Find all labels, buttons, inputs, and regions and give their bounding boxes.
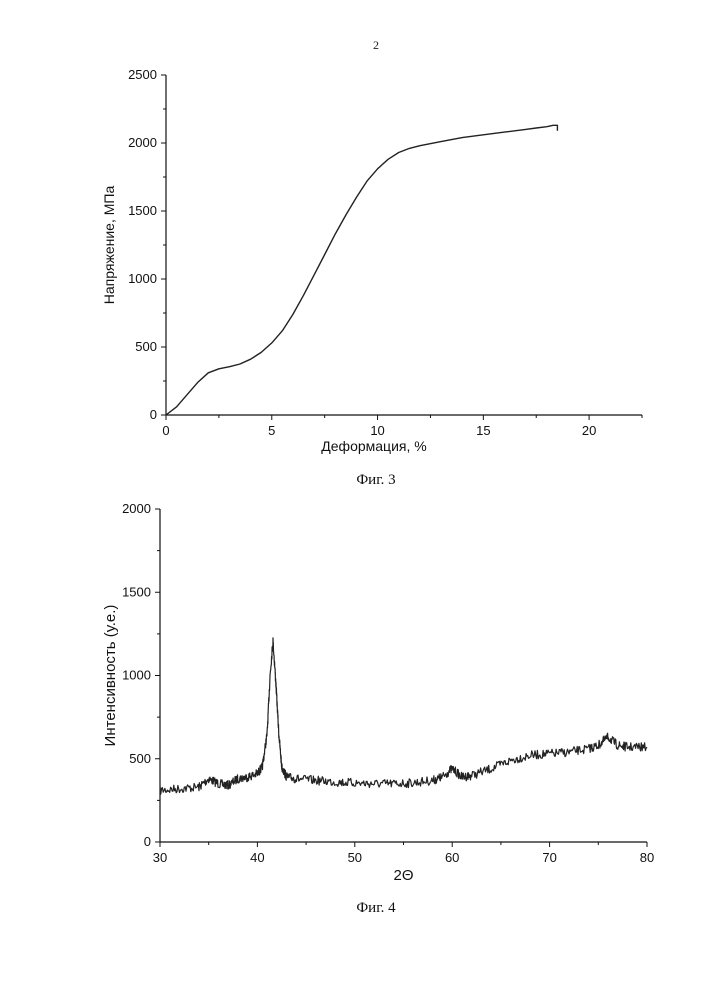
x-tick-label: 15 [476,423,490,438]
y-tick-label: 1500 [128,203,157,218]
data-series-line [165,124,559,416]
x-tick-label: 0 [162,423,169,438]
x-tick-label: 40 [250,850,264,865]
figure-3-caption: Фиг. 3 [356,472,396,488]
y-tick-label: 1000 [128,271,157,286]
y-tick-label: 500 [135,339,157,354]
stress-strain-chart: 0 5 10 15 20 0 500 1000 1500 2000 2500 Деформация, … [101,67,643,454]
x-tick-label: 80 [640,850,654,865]
y-tick-label: 1000 [122,668,151,683]
data-series-line [159,637,648,795]
x-tick-label: 70 [542,850,556,865]
x-tick-label: 5 [268,423,275,438]
y-tick-label: 2000 [128,135,157,150]
x-axis-label: 2Θ [393,867,413,884]
x-axis-label: Деформация, % [321,438,426,454]
y-tick-label: 0 [150,407,157,422]
x-tick-label: 50 [348,850,362,865]
y-axis-label: Интенсивность (у.е.) [102,605,119,747]
x-tick-label: 20 [582,423,596,438]
x-tick-label: 10 [370,423,384,438]
figure-4-caption: Фиг. 4 [356,900,396,916]
y-tick-label: 0 [144,834,151,849]
y-tick-label: 500 [129,751,151,766]
y-tick-label: 2500 [128,67,157,82]
x-tick-label: 60 [445,850,459,865]
y-tick-label: 2000 [122,501,151,516]
y-tick-label: 1500 [122,584,151,599]
x-tick-label: 30 [153,850,167,865]
xrd-chart: 30 40 50 60 70 80 0 500 1000 1500 2000 2Θ Интенсивно… [102,501,654,884]
page-number: 2 [373,38,379,52]
y-axis-label: Напряжение, МПа [101,186,117,305]
